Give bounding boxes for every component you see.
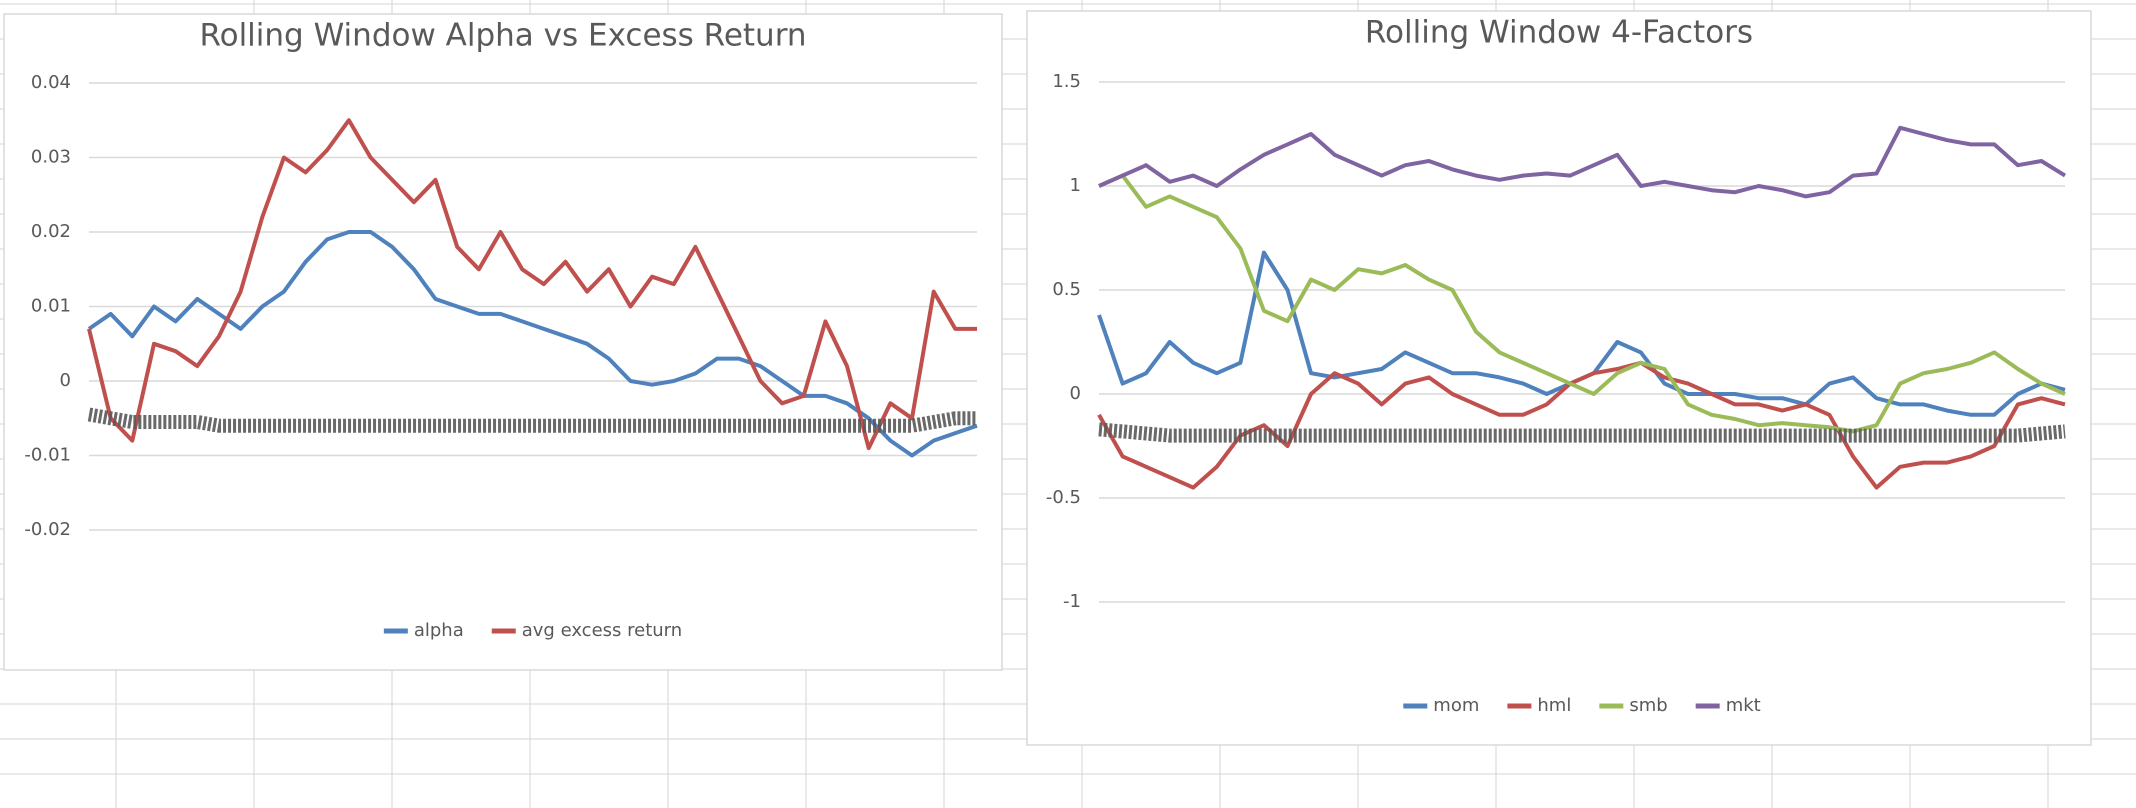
legend: mom hml smb mkt [1403,695,1761,716]
chart-title: Rolling Window Alpha vs Excess Return [199,18,806,54]
y-tick-label: 0.01 [31,296,71,317]
y-tick-label: -0.02 [24,519,71,540]
y-tick-label: 0.04 [31,72,71,93]
y-tick-label: -0.01 [24,445,71,466]
series-line [87,230,978,458]
y-tick-label: 0.5 [1052,279,1081,300]
y-tick-label: -0.5 [1046,487,1081,508]
chart: Rolling Window Alpha vs Excess Return -0.… [3,13,1003,671]
chart-title: Rolling Window 4-Factors [1365,15,1753,51]
legend-label: avg excess return [522,620,682,641]
legend: alpha avg excess return [383,620,682,641]
series-line [87,118,977,451]
chart: Rolling Window 4-Factors -1 -0.5 0 0.5 1 1.5 mo… [1026,10,2092,746]
series-line [1098,173,2066,434]
legend-label: hml [1537,695,1571,716]
marker-band [87,407,977,433]
y-tick-label: 0.03 [31,147,71,168]
y-tick-label: 1.5 [1052,71,1081,92]
legend-label: smb [1629,695,1667,716]
y-tick-label: 0.02 [31,221,71,242]
charts: Rolling Window Alpha vs Excess Return -0.… [3,10,2092,746]
legend-label: alpha [414,620,464,641]
marker-band [1098,422,2066,443]
y-tick-label: 0 [1070,383,1081,404]
y-tick-label: 1 [1070,175,1081,196]
y-tick-label: -1 [1063,591,1081,612]
legend-label: mom [1433,695,1479,716]
y-tick-label: 0 [60,370,71,391]
series-line [1098,125,2067,199]
series-line [1097,360,2066,490]
legend-label: mkt [1726,695,1761,716]
